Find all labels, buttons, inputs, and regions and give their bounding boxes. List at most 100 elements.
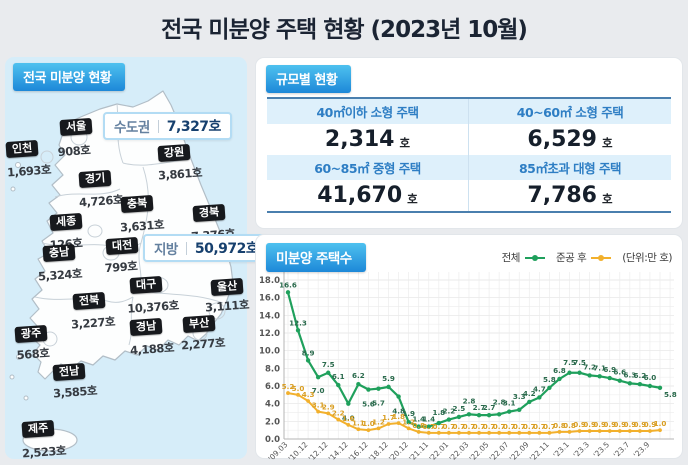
svg-text:4.7: 4.7	[533, 384, 546, 393]
callout-value: 50,972호	[194, 241, 259, 257]
region-chip: 인천	[5, 139, 39, 159]
svg-text:1.4: 1.4	[422, 415, 435, 424]
map-panel: 전국 미분양 현황 서울 908호 인천 1,693호 경기 4,726호 강원 3,861호…	[5, 57, 270, 461]
svg-text:'23.3: '23.3	[571, 440, 591, 460]
svg-text:5.8: 5.8	[664, 390, 677, 399]
size-cell-label: 60~85㎡ 중형 주택	[267, 155, 468, 180]
region-value: 908호	[57, 142, 91, 160]
svg-text:4.8: 4.8	[392, 407, 405, 416]
chart-unit-note: (단위:만 호)	[622, 252, 672, 264]
legend-completed-marker-icon	[591, 254, 612, 261]
size-cell-label: 40㎡이하 소형 주택	[267, 99, 468, 124]
svg-text:7.5: 7.5	[322, 360, 335, 369]
svg-text:1.4: 1.4	[412, 415, 425, 424]
svg-text:0.7: 0.7	[523, 422, 536, 431]
svg-text:2.7: 2.7	[483, 403, 496, 412]
svg-text:6.1: 6.1	[332, 372, 345, 381]
svg-text:2.2: 2.2	[442, 407, 455, 416]
size-number: 2,314	[324, 127, 395, 152]
region-chip: 경북	[192, 203, 226, 223]
region-value: 3,227호	[70, 314, 116, 332]
svg-text:5.7: 5.7	[372, 399, 385, 408]
svg-text:4.2: 4.2	[523, 389, 536, 398]
region-chip: 충북	[120, 194, 154, 214]
svg-text:7.2: 7.2	[583, 362, 596, 371]
svg-text:0.7: 0.7	[442, 422, 455, 431]
size-cell-label: 40~60㎡ 소형 주택	[469, 99, 671, 124]
region-value: 3,861호	[157, 165, 203, 183]
callout-label: 지방	[154, 242, 178, 258]
chart-panel: 0.0 2.0 4.0 6.0 8.0 10.0 12.0 14.0 16.0 18.0'09.0…	[255, 234, 683, 460]
region-chip: 부산	[182, 314, 216, 334]
svg-text:6.9: 6.9	[603, 365, 616, 374]
svg-text:2.5: 2.5	[453, 404, 466, 413]
svg-text:0.7: 0.7	[503, 422, 516, 431]
region-value: 2,277호	[180, 335, 226, 353]
svg-text:'23.1: '23.1	[551, 440, 571, 460]
region-chip: 경남	[129, 317, 163, 337]
size-table: 40㎡이하 소형 주택 2,314 호 40~60㎡ 소형 주택 6,529 호 6…	[267, 97, 671, 213]
size-unit: 호	[602, 136, 613, 150]
size-cell-value: 41,670 호	[267, 180, 468, 211]
chart-legend: 전체 준공 후 (단위:만 호)	[502, 250, 673, 265]
size-panel-header: 규모별 현황	[266, 65, 352, 93]
svg-text:2.8: 2.8	[463, 396, 476, 405]
svg-text:0.7: 0.7	[432, 422, 445, 431]
region-chip: 제주	[21, 419, 55, 439]
svg-text:2.8: 2.8	[493, 397, 506, 406]
region-chip: 대구	[129, 275, 163, 295]
region-value: 4,188호	[129, 340, 175, 358]
region-chip: 대전	[105, 236, 139, 256]
svg-text:2.0: 2.0	[265, 417, 280, 427]
svg-text:3.1: 3.1	[503, 399, 516, 408]
region-chip: 울산	[210, 277, 244, 297]
svg-text:4.3: 4.3	[302, 390, 315, 399]
svg-text:5.8: 5.8	[543, 375, 556, 384]
svg-text:1.8: 1.8	[432, 408, 445, 417]
svg-text:0.7: 0.7	[543, 422, 556, 431]
svg-text:8.9: 8.9	[302, 348, 315, 357]
svg-text:0.7: 0.7	[513, 422, 526, 431]
region-chip: 경기	[78, 169, 112, 189]
svg-text:0.0: 0.0	[265, 435, 280, 445]
svg-text:8.0: 8.0	[265, 364, 280, 374]
svg-text:1.1: 1.1	[352, 418, 365, 427]
size-cell-value: 7,786 호	[469, 180, 671, 211]
svg-text:3.3: 3.3	[513, 392, 526, 401]
size-cell-value: 6,529 호	[469, 124, 671, 155]
callout-label: 수도권	[114, 120, 150, 136]
svg-text:0.9: 0.9	[593, 420, 606, 429]
svg-text:7.5: 7.5	[563, 358, 576, 367]
callout-divider	[185, 241, 187, 255]
svg-text:6.3: 6.3	[623, 370, 636, 379]
svg-text:5.6: 5.6	[362, 400, 375, 409]
callout-value: 7,327호	[166, 119, 222, 135]
svg-text:0.7: 0.7	[463, 422, 476, 431]
callout-divider	[157, 119, 159, 133]
size-cell-label: 85㎡초과 대형 주택	[469, 155, 671, 180]
region-value: 799호	[104, 258, 138, 276]
svg-text:16.0: 16.0	[259, 294, 280, 304]
size-number: 41,670	[317, 183, 403, 208]
svg-text:3.1: 3.1	[312, 401, 325, 410]
legend-item-total: 전체	[502, 250, 545, 265]
region-chip: 광주	[14, 324, 48, 344]
svg-text:4.0: 4.0	[265, 400, 280, 410]
legend-label: 전체	[501, 252, 521, 264]
size-unit: 호	[399, 136, 411, 150]
svg-text:0.7: 0.7	[422, 422, 435, 431]
region-value: 568호	[16, 345, 50, 363]
svg-text:0.8: 0.8	[563, 421, 576, 430]
region-value: 3,585호	[52, 383, 98, 401]
size-cell-40-under: 40㎡이하 소형 주택 2,314 호	[267, 99, 469, 155]
size-panel: 규모별 현황 40㎡이하 소형 주택 2,314 호 40~60㎡ 소형 주택 6…	[255, 57, 683, 229]
svg-text:18.0: 18.0	[259, 276, 280, 286]
svg-text:0.7: 0.7	[533, 422, 546, 431]
svg-text:0.8: 0.8	[412, 421, 425, 430]
size-cell-40-60: 40~60㎡ 소형 주택 6,529 호	[469, 99, 671, 155]
region-chip: 전북	[72, 291, 106, 311]
region-value: 3,111호	[204, 297, 250, 315]
region-chip: 전남	[52, 362, 86, 382]
chart-panel-header: 미분양 주택수	[266, 243, 366, 272]
svg-text:16.6: 16.6	[279, 280, 297, 289]
